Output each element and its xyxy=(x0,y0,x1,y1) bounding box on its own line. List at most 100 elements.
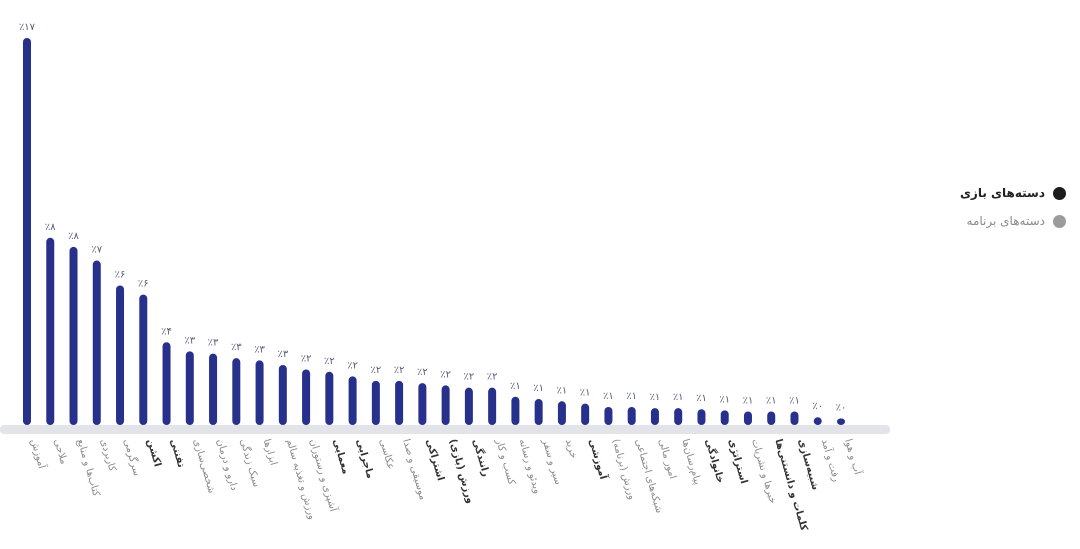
category-tick-label: ویدئو و رسانه xyxy=(517,438,543,495)
category-tick-label: ورزش (برنامه) xyxy=(610,438,638,501)
category-tick-label: سرگرمی xyxy=(121,438,143,478)
category-tick-label: ابزارها xyxy=(261,438,279,467)
category-tick-label: موسیقی و صدا xyxy=(400,438,428,502)
chart-bar xyxy=(371,380,380,425)
chart-bar xyxy=(674,408,683,425)
category-tick-label: سیر و سفر xyxy=(539,437,563,486)
chart-legend: دسته‌های بازی دسته‌های برنامه xyxy=(960,186,1066,228)
category-tick-label: سبک زندگی xyxy=(237,438,262,489)
chart-bar xyxy=(743,411,752,425)
chart-bar xyxy=(302,369,311,425)
legend-item-app-categories[interactable]: دسته‌های برنامه xyxy=(967,214,1066,228)
chart-bar xyxy=(604,406,613,425)
chart-bar xyxy=(720,410,729,425)
bar-value-label: ٪۸ xyxy=(68,231,79,242)
bar-value-label: ٪۱ xyxy=(557,385,568,396)
chart-bar xyxy=(488,387,497,425)
bar-value-label: ٪۱ xyxy=(580,388,591,399)
chart-bar xyxy=(46,237,55,425)
chart-bar xyxy=(790,411,799,425)
chart-bar xyxy=(767,411,776,425)
bar-value-label: ٪۶ xyxy=(115,269,126,280)
chart-bar xyxy=(418,383,427,425)
chart-bar xyxy=(697,409,706,425)
category-tick-label: آب و هوا xyxy=(842,437,865,477)
chart-bar xyxy=(232,358,241,425)
chart-bar xyxy=(837,418,845,425)
bar-value-label: ٪۲ xyxy=(464,372,475,383)
chart-bar xyxy=(255,360,264,425)
bar-value-label: ٪۲ xyxy=(394,365,405,376)
chart-bar xyxy=(441,385,450,425)
category-tick-label: کسب و کار xyxy=(493,437,517,487)
category-tick-label: آموزشی xyxy=(586,437,610,481)
category-tick-label: خرید xyxy=(563,438,579,460)
legend-item-game-categories[interactable]: دسته‌های بازی xyxy=(960,186,1066,200)
category-tick-label: عکاسی xyxy=(377,438,396,471)
category-tick-label: ورزش (بازی) xyxy=(447,438,476,505)
bar-value-label: ٪۱ xyxy=(766,396,777,407)
bar-value-label: ٪۱ xyxy=(743,396,754,407)
bar-value-label: ٪۱ xyxy=(626,391,637,402)
bar-value-label: ٪۸ xyxy=(45,222,56,233)
bar-value-label: ٪۶ xyxy=(138,279,149,290)
category-tick-label: رفت و آمد xyxy=(819,437,844,483)
category-tick-label: رانندگی xyxy=(470,437,493,478)
bar-value-label: ٪۱ xyxy=(789,396,800,407)
chart-bar xyxy=(511,396,520,425)
chart-bar xyxy=(557,401,566,425)
bar-value-label: ٪۱ xyxy=(696,393,707,404)
chart-bar xyxy=(92,260,101,425)
category-tick-label: آموزش xyxy=(28,437,49,471)
category-tick-label: کاربردی xyxy=(98,438,118,473)
bar-value-label: ٪۲ xyxy=(487,372,498,383)
bar-value-label: ٪۰ xyxy=(812,401,823,412)
bar-value-label: ٪۰ xyxy=(836,402,847,413)
bar-value-label: ٪۲ xyxy=(370,365,381,376)
bar-value-label: ٪۷ xyxy=(91,245,102,256)
category-tick-label: ماجرایی xyxy=(354,438,376,480)
bar-value-label: ٪۴ xyxy=(161,326,172,337)
chart-bar xyxy=(464,387,473,425)
bar-value-label: ٪۱ xyxy=(603,391,614,402)
category-tick-label: امور مالی xyxy=(656,438,678,481)
chart-bar xyxy=(627,406,636,425)
bar-value-label: ٪۳ xyxy=(208,338,219,349)
bar-value-label: ٪۳ xyxy=(254,344,265,355)
chart-bar xyxy=(162,342,171,425)
legend-dot-game-categories xyxy=(1053,186,1066,200)
chart-bar xyxy=(278,364,287,425)
category-tick-label: پیام‌رسان‌ها xyxy=(679,438,703,486)
chart-bar xyxy=(139,294,148,425)
bar-value-label: ٪۳ xyxy=(184,335,195,346)
bar-value-label: ٪۳ xyxy=(277,349,288,360)
bar-value-label: ٪۱ xyxy=(673,392,684,403)
category-tick-label: اشتراکی xyxy=(423,438,445,482)
legend-label-game-categories: دسته‌های بازی xyxy=(959,186,1045,200)
chart-bar xyxy=(23,38,31,425)
bar-value-label: ٪۱ xyxy=(650,392,661,403)
chart-bar xyxy=(116,285,125,425)
chart-bar xyxy=(581,403,590,425)
chart-bar xyxy=(348,376,357,425)
category-tick-label: دارو و درمان xyxy=(214,438,239,492)
bar-value-label: ٪۱ xyxy=(533,383,544,394)
category-tick-label: استراتژی xyxy=(726,438,749,485)
chart-bar xyxy=(185,351,194,425)
bar-value-label: ٪۲ xyxy=(301,354,312,365)
bar-value-label: ٪۲ xyxy=(440,369,451,380)
chart-bar xyxy=(325,371,334,425)
bar-value-label: ٪۲ xyxy=(347,360,358,371)
category-tick-label: خانوادگی xyxy=(703,437,728,484)
bar-value-label: ٪۱ xyxy=(510,381,521,392)
chart-bar xyxy=(534,399,543,425)
chart-bar xyxy=(395,380,404,425)
chart-bar xyxy=(69,246,78,425)
chart-bar xyxy=(813,417,822,425)
category-tick-label: شخصی‌سازی xyxy=(191,438,217,495)
chart-bar xyxy=(650,408,659,425)
category-tick-label: تفننی xyxy=(168,438,187,469)
category-tick-label: شبیه‌سازی xyxy=(796,438,821,492)
category-tick-label: اکشن xyxy=(144,438,162,468)
